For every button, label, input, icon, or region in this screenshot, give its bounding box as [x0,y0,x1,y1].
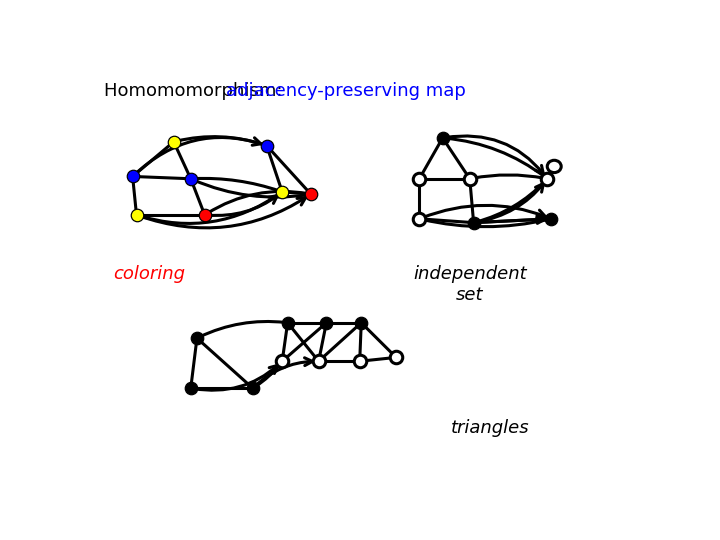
Text: coloring: coloring [113,265,185,283]
Text: independent
set: independent set [413,265,526,304]
Text: triangles: triangles [451,419,529,437]
Text: Homomomorphism:: Homomomorphism: [104,82,288,100]
Text: adjacency-preserving map: adjacency-preserving map [225,82,466,100]
